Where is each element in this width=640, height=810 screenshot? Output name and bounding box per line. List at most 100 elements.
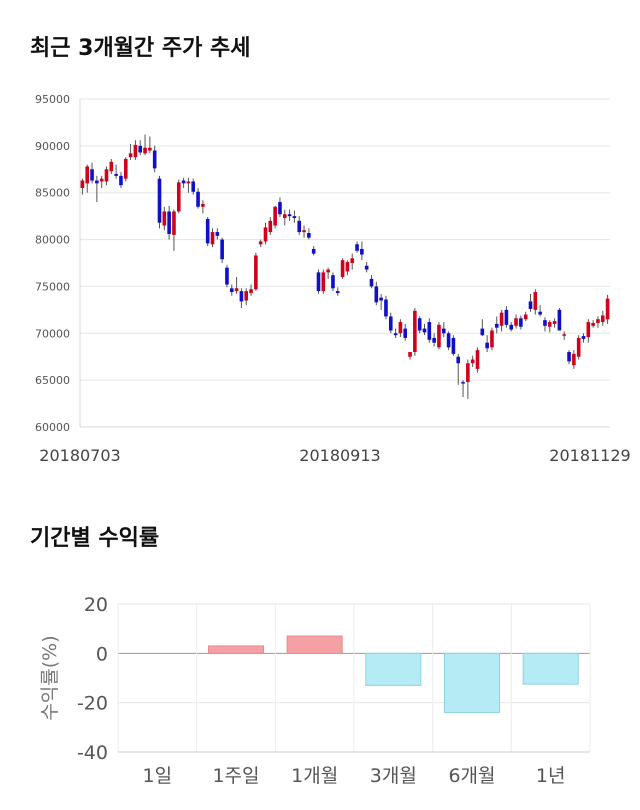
candle-up <box>109 161 114 172</box>
candle-down <box>417 318 422 331</box>
candle-down <box>138 145 143 153</box>
candle-down <box>456 356 461 364</box>
return-bar <box>365 652 422 686</box>
candle-up <box>99 178 104 182</box>
candle-up <box>176 182 181 212</box>
candle-up <box>254 255 258 290</box>
candle-down <box>388 316 393 331</box>
y-tick-label: 75000 <box>35 280 70 293</box>
candle-down <box>480 328 485 336</box>
candle-up <box>210 232 215 245</box>
candle-down <box>384 299 388 317</box>
candle-down <box>152 150 157 169</box>
return-bar <box>522 652 579 685</box>
candle-down <box>239 291 244 302</box>
candle-up <box>172 211 176 235</box>
candle-down <box>229 288 234 293</box>
candle-down <box>205 218 210 244</box>
candle-up <box>398 322 403 334</box>
candle-down <box>509 324 514 330</box>
x-tick-label: 20180913 <box>299 446 380 465</box>
x-tick-label: 6개월 <box>448 765 495 787</box>
candle-down <box>451 337 456 354</box>
candle-down <box>215 232 220 236</box>
y-tick-label: 65000 <box>35 374 70 387</box>
candle-up <box>466 363 470 383</box>
candle-up <box>268 220 273 233</box>
candle-up <box>408 352 412 357</box>
candle-down <box>369 278 374 287</box>
candle-down <box>311 248 316 254</box>
x-tick-label: 1년 <box>536 765 566 787</box>
y-axis-label: 수익률(%) <box>39 635 61 720</box>
candle-down <box>307 233 311 238</box>
candle-down <box>504 309 509 325</box>
x-tick-label: 3개월 <box>370 765 417 787</box>
candle-up <box>533 292 538 310</box>
candle-down <box>225 267 229 285</box>
candle-up <box>244 291 249 301</box>
candle-down <box>461 382 465 384</box>
candle-down <box>287 214 292 217</box>
candle-up <box>143 147 147 154</box>
y-tick-label: 80000 <box>35 234 70 247</box>
candle-down <box>114 173 118 176</box>
candle-up <box>85 166 90 184</box>
candle-down <box>220 239 224 260</box>
candle-down <box>335 291 340 293</box>
y-tick-label: -40 <box>77 742 108 764</box>
candle-down <box>90 169 94 181</box>
candle-up <box>475 350 480 369</box>
candle-down <box>364 265 369 270</box>
candle-up <box>514 318 518 326</box>
y-tick-label: 0 <box>96 643 108 665</box>
candle-down <box>528 301 533 309</box>
candle-up <box>249 289 253 293</box>
y-tick-label: 95000 <box>35 93 70 106</box>
candle-up <box>186 181 191 184</box>
candle-up <box>562 334 567 336</box>
period-return-title: 기간별 수익률 <box>30 526 160 551</box>
candle-up <box>576 337 581 357</box>
x-tick-label: 1개월 <box>291 765 338 787</box>
x-tick-label: 20181129 <box>549 446 630 465</box>
y-tick-label: 90000 <box>35 140 70 153</box>
candle-up <box>523 314 528 320</box>
candle-down <box>119 175 123 186</box>
candle-down <box>567 352 571 362</box>
candle-up <box>596 319 600 323</box>
candle-down <box>403 328 408 338</box>
x-tick-label: 1일 <box>143 765 173 787</box>
candle-down <box>393 333 398 336</box>
candle-down <box>278 202 282 215</box>
candle-down <box>191 181 196 192</box>
candle-up <box>282 214 287 219</box>
candle-up <box>326 269 330 273</box>
candle-down <box>581 336 586 339</box>
candle-up <box>552 321 557 324</box>
return-bar <box>207 645 265 654</box>
candle-down <box>196 191 200 207</box>
candle-up <box>263 227 268 242</box>
y-tick-label: 70000 <box>35 327 70 340</box>
y-tick-label: 20 <box>84 594 108 616</box>
candle-down <box>446 333 451 348</box>
price-trend-chart: 60000 65000 70000 75000 80000 85000 90000 95000… <box>35 93 631 465</box>
candle-down <box>181 180 186 184</box>
x-tick-label: 20180703 <box>39 446 120 465</box>
candle-down <box>441 328 446 334</box>
candle-down <box>427 322 432 340</box>
candle-down <box>157 178 162 223</box>
candle-down <box>543 320 547 326</box>
y-tick-label: 85000 <box>35 187 70 200</box>
return-bar <box>286 635 343 654</box>
candle-up <box>350 258 355 263</box>
candle-down <box>374 286 379 303</box>
candle-up <box>104 169 109 182</box>
candle-up <box>591 322 595 326</box>
candle-up <box>340 260 345 278</box>
candle-up <box>321 272 326 292</box>
candle-down <box>432 337 436 343</box>
x-tick-label: 1주일 <box>212 765 259 787</box>
candle-up <box>148 147 152 151</box>
